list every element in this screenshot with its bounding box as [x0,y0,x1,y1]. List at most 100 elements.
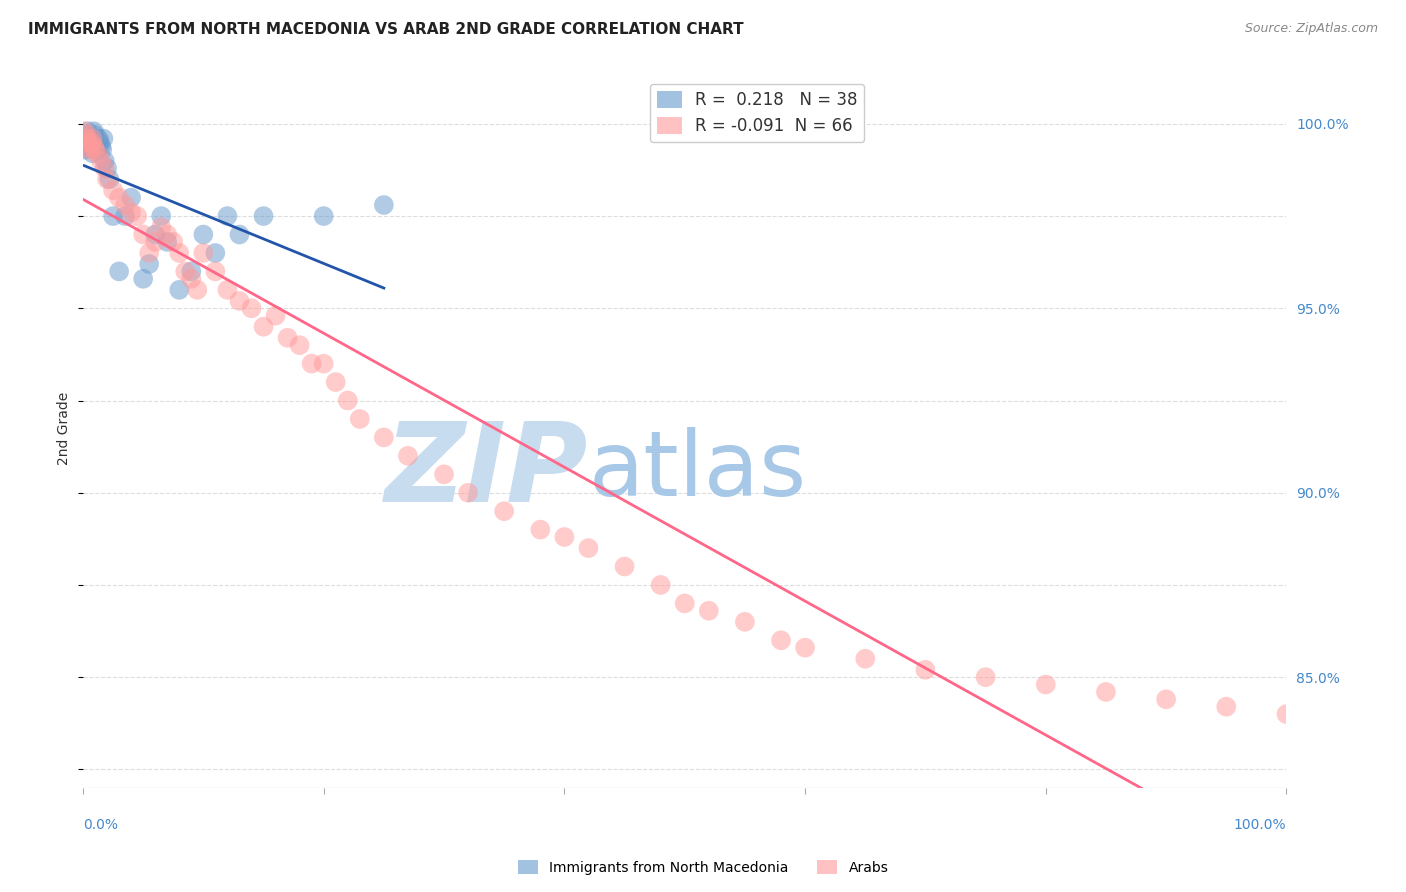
Text: ZIP: ZIP [385,417,589,524]
Point [167,283,190,297]
Point [87,131,110,145]
Point [228,227,250,242]
Point [89,136,111,150]
Point [143,235,166,249]
Point [613,559,636,574]
Point [180,272,202,286]
Point [853,651,876,665]
Point [301,357,323,371]
Point [914,663,936,677]
Text: IMMIGRANTS FROM NORTH MACEDONIA VS ARAB 2ND GRADE CORRELATION CHART: IMMIGRANTS FROM NORTH MACEDONIA VS ARAB … [28,22,744,37]
Point [204,264,226,278]
Point [80,136,103,150]
Text: 100.0%: 100.0% [1234,818,1286,832]
Point [138,257,160,271]
Point [82,146,104,161]
Point [769,633,792,648]
Point [132,227,155,242]
Point [174,264,197,278]
Point [73,136,96,150]
Point [108,191,131,205]
Point [457,485,479,500]
Point [217,283,239,297]
Point [96,172,118,186]
Point [75,143,97,157]
Point [83,124,105,138]
Point [697,604,720,618]
Point [167,246,190,260]
Point [150,209,173,223]
Point [76,128,98,142]
Point [673,596,696,610]
Point [180,264,202,278]
Point [127,209,149,223]
Point [101,183,124,197]
Point [86,146,108,161]
Point [120,191,142,205]
Point [77,139,100,153]
Point [98,172,121,186]
Point [1035,677,1057,691]
Point [84,143,107,157]
Point [75,131,97,145]
Point [734,615,756,629]
Point [91,143,114,157]
Point [76,136,98,150]
Point [80,136,103,150]
Point [252,209,274,223]
Point [433,467,456,482]
Point [553,530,575,544]
Y-axis label: 2nd Grade: 2nd Grade [58,392,72,465]
Point [143,227,166,242]
Point [264,309,287,323]
Point [83,139,105,153]
Point [312,209,335,223]
Point [1275,707,1298,722]
Point [93,161,115,175]
Point [90,139,112,153]
Point [86,143,108,157]
Point [93,153,115,168]
Point [114,209,136,223]
Point [1215,699,1237,714]
Point [79,131,101,145]
Point [1154,692,1177,706]
Text: atlas: atlas [589,427,807,516]
Point [76,128,98,142]
Point [84,128,107,142]
Point [73,124,96,138]
Point [120,205,142,219]
Text: Source: ZipAtlas.com: Source: ZipAtlas.com [1244,22,1378,36]
Point [156,235,179,249]
Point [193,246,215,260]
Point [373,198,395,212]
Point [114,198,136,212]
Point [349,412,371,426]
Point [277,331,299,345]
Point [494,504,516,518]
Point [84,139,107,153]
Point [336,393,359,408]
Point [82,131,104,145]
Point [325,375,347,389]
Point [76,124,98,138]
Point [162,235,184,249]
Point [1095,685,1118,699]
Point [204,246,226,260]
Point [77,139,100,153]
Point [312,357,335,371]
Point [529,523,551,537]
Point [288,338,311,352]
Point [974,670,997,684]
Point [156,227,179,242]
Point [578,541,600,555]
Point [108,264,131,278]
Point [217,209,239,223]
Point [373,430,395,444]
Point [90,153,112,168]
Point [150,220,173,235]
Point [96,161,118,175]
Legend: R =  0.218   N = 38, R = -0.091  N = 66: R = 0.218 N = 38, R = -0.091 N = 66 [650,84,865,142]
Point [193,227,215,242]
Point [138,246,160,260]
